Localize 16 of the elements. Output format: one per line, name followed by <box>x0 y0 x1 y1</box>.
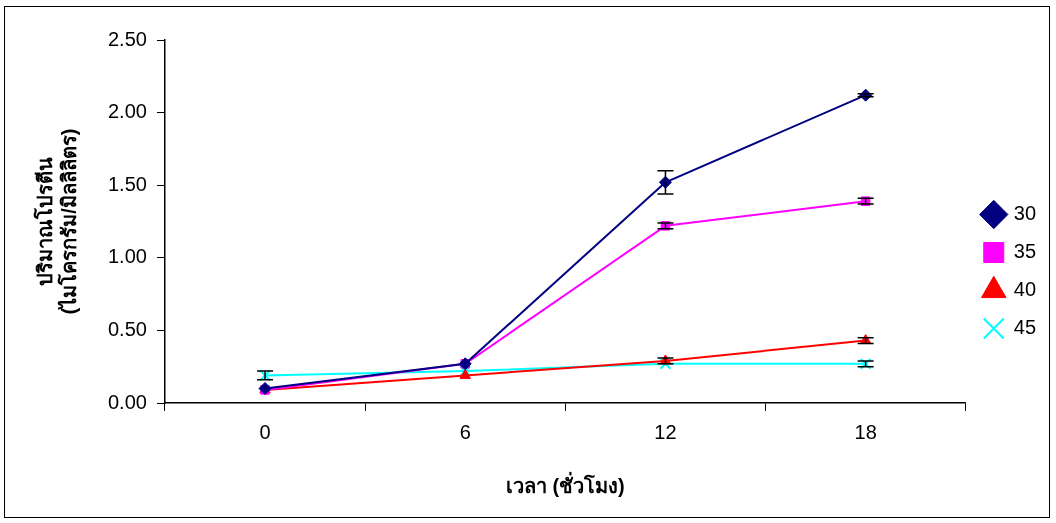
legend-label: 30 <box>1013 202 1036 225</box>
x-tick-label: 12 <box>654 420 677 443</box>
y-tick-label: 2.00 <box>107 100 147 123</box>
x-axis-title: เวลา (ชั่วโมง) <box>505 470 625 497</box>
y-axis-title: ปริมาณโปรตีน (ไมโครกรัม/มิลลิลิตร) <box>32 128 80 315</box>
x-tick-label: 0 <box>259 420 271 443</box>
x-tick-label: 6 <box>459 420 471 443</box>
y-tick-label: 2.50 <box>107 27 147 50</box>
legend-label: 40 <box>1013 278 1036 301</box>
y-tick-label: 1.50 <box>107 172 147 195</box>
x-tick-label: 18 <box>854 420 877 443</box>
y-tick-label: 0.00 <box>107 390 147 413</box>
y-tick-label: 0.50 <box>107 317 147 340</box>
legend-label: 45 <box>1013 316 1036 339</box>
legend-label: 35 <box>1013 240 1036 263</box>
y-tick-label: 1.00 <box>107 245 147 268</box>
